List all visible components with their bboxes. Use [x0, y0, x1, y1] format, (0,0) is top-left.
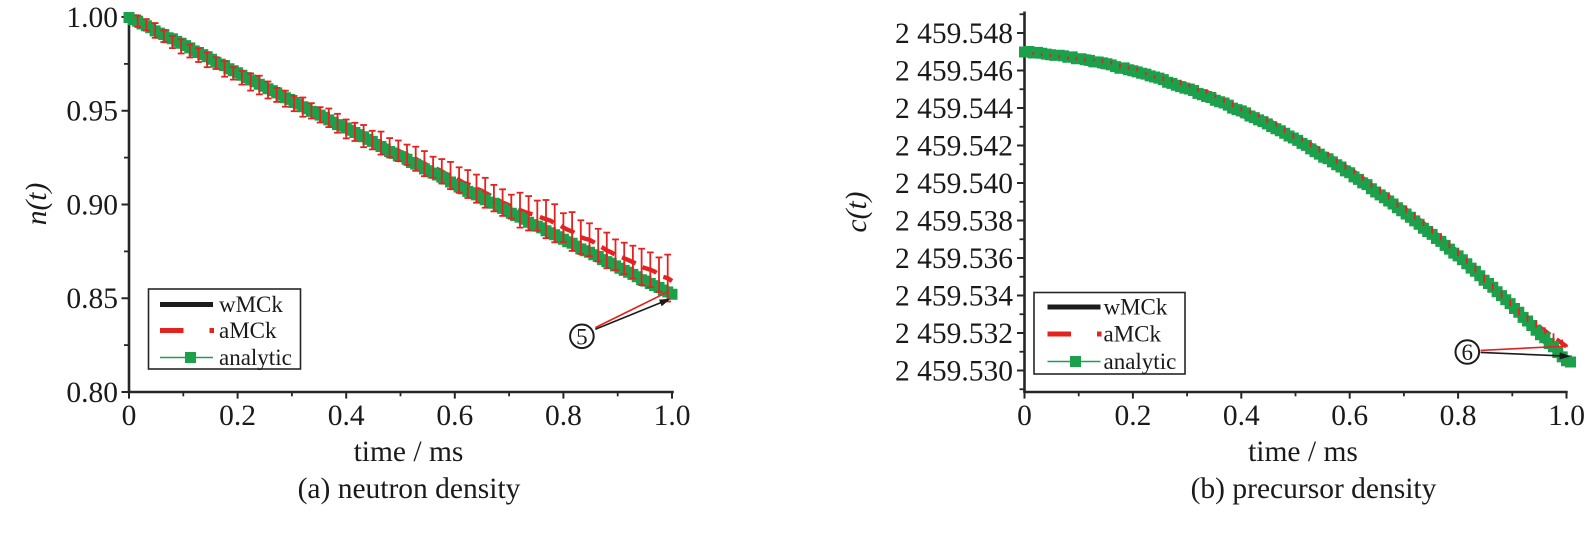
- svg-text:analytic: analytic: [1104, 349, 1177, 374]
- svg-text:0.4: 0.4: [328, 400, 365, 432]
- svg-text:aMCk: aMCk: [219, 318, 277, 343]
- svg-text:0.85: 0.85: [66, 283, 118, 315]
- svg-text:0.8: 0.8: [1440, 400, 1477, 432]
- svg-text:2 459.542: 2 459.542: [895, 130, 1013, 162]
- svg-text:0.2: 0.2: [219, 400, 256, 432]
- svg-text:6: 6: [1462, 340, 1474, 365]
- svg-text:0: 0: [1017, 400, 1032, 432]
- svg-text:time / ms: time / ms: [354, 436, 464, 468]
- svg-text:2 459.540: 2 459.540: [895, 168, 1013, 200]
- svg-text:1.00: 1.00: [66, 2, 118, 34]
- svg-text:2 459.534: 2 459.534: [895, 280, 1013, 312]
- svg-text:wMCk: wMCk: [219, 292, 283, 317]
- svg-text:0: 0: [122, 400, 137, 432]
- svg-text:2 459.536: 2 459.536: [895, 243, 1013, 275]
- svg-text:2 459.530: 2 459.530: [895, 355, 1013, 387]
- svg-text:2 459.544: 2 459.544: [895, 93, 1013, 125]
- svg-text:0.6: 0.6: [1331, 400, 1368, 432]
- svg-text:2 459.548: 2 459.548: [895, 18, 1013, 50]
- svg-text:1.0: 1.0: [1548, 400, 1585, 432]
- svg-text:(b) precursor density: (b) precursor density: [1191, 473, 1437, 505]
- svg-text:(a) neutron density: (a) neutron density: [298, 473, 521, 505]
- svg-text:2 459.532: 2 459.532: [895, 318, 1013, 350]
- svg-text:0.80: 0.80: [66, 377, 118, 409]
- svg-text:c(t): c(t): [841, 192, 873, 233]
- svg-text:0.8: 0.8: [545, 400, 582, 432]
- svg-text:aMCk: aMCk: [1104, 322, 1162, 347]
- svg-text:0.2: 0.2: [1114, 400, 1151, 432]
- svg-text:analytic: analytic: [219, 345, 292, 370]
- svg-text:0.4: 0.4: [1223, 400, 1260, 432]
- svg-text:wMCk: wMCk: [1104, 295, 1168, 320]
- svg-text:n(t): n(t): [21, 183, 53, 226]
- svg-text:2 459.538: 2 459.538: [895, 205, 1013, 237]
- svg-text:5: 5: [576, 324, 588, 349]
- svg-text:1.0: 1.0: [654, 400, 691, 432]
- svg-text:2 459.546: 2 459.546: [895, 55, 1013, 87]
- svg-text:time / ms: time / ms: [1248, 436, 1358, 468]
- svg-text:0.95: 0.95: [66, 96, 118, 128]
- svg-text:0.90: 0.90: [66, 189, 118, 221]
- svg-text:0.6: 0.6: [436, 400, 473, 432]
